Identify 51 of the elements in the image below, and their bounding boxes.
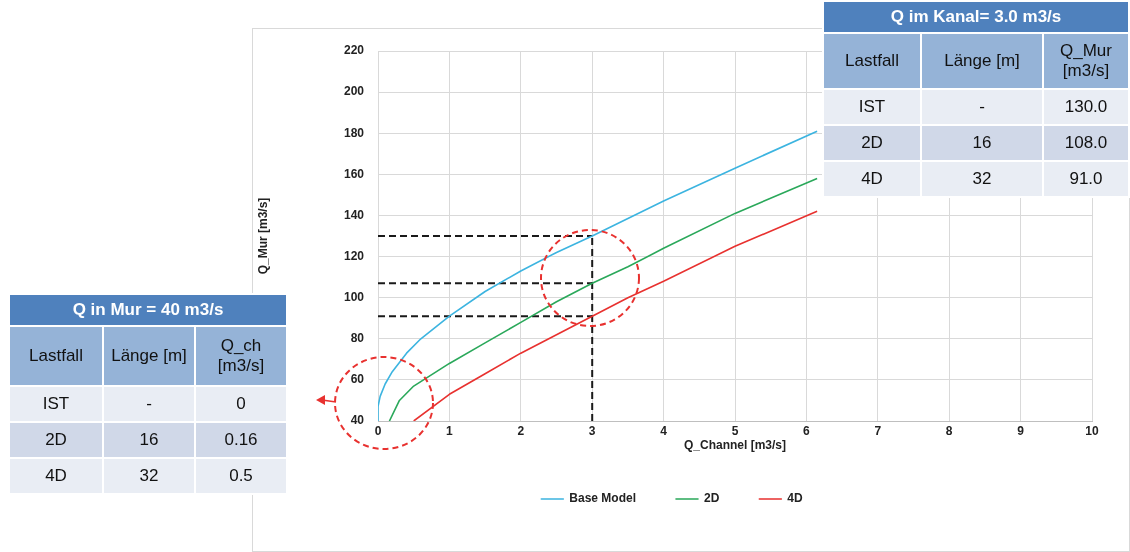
legend-label: 4D bbox=[787, 491, 804, 506]
y-tick-label: 140 bbox=[343, 207, 365, 222]
text: IST bbox=[10, 387, 102, 421]
x-tick-label: 0 bbox=[374, 423, 382, 438]
x-tick-label: 8 bbox=[945, 423, 953, 438]
text: Q in Mur = 40 m3/s bbox=[10, 295, 286, 325]
legend-label: 2D bbox=[704, 491, 720, 506]
annotation: IST bbox=[824, 90, 920, 124]
annotation: 4D bbox=[824, 162, 920, 196]
text: 2D bbox=[10, 423, 102, 457]
y-tick-label: 80 bbox=[350, 331, 365, 346]
category-label: Länge [m] bbox=[922, 34, 1042, 88]
y-tick-label: 180 bbox=[343, 125, 365, 140]
legend-label: Base Model bbox=[569, 491, 636, 506]
category-label: Lastfall bbox=[824, 34, 920, 88]
y-tick-label: 60 bbox=[350, 372, 365, 387]
text: Q im Kanal= 3.0 m3/s bbox=[824, 2, 1128, 32]
annotation: - bbox=[922, 90, 1042, 124]
text: 4D bbox=[10, 459, 102, 493]
category-label: Q_ch [m3/s] bbox=[196, 327, 286, 385]
x-tick-label: 1 bbox=[446, 423, 454, 438]
category-label: Länge [m] bbox=[104, 327, 194, 385]
annotation: 91.0 bbox=[1044, 162, 1128, 196]
x-tick-label: 7 bbox=[874, 423, 882, 438]
y-tick-label: 220 bbox=[343, 43, 365, 58]
category-label: Lastfall bbox=[10, 327, 102, 385]
y-tick-label: 200 bbox=[343, 84, 365, 99]
text: 16 bbox=[104, 423, 194, 457]
x-axis-title: Q_Channel [m3/s] bbox=[683, 438, 787, 453]
x-tick-label: 9 bbox=[1017, 423, 1025, 438]
x-tick-label: 6 bbox=[803, 423, 811, 438]
annotation: 32 bbox=[922, 162, 1042, 196]
text: 0.5 bbox=[196, 459, 286, 493]
text: 32 bbox=[104, 459, 194, 493]
x-tick-label: 2 bbox=[517, 423, 525, 438]
x-tick-label: 3 bbox=[588, 423, 596, 438]
text: - bbox=[104, 387, 194, 421]
category-label: Q_Mur [m3/s] bbox=[1044, 34, 1128, 88]
x-tick-label: 5 bbox=[731, 423, 739, 438]
y-axis-title: Q_Mur [m3/s] bbox=[255, 197, 270, 275]
y-tick-label: 120 bbox=[343, 248, 365, 263]
annotation: 2D bbox=[824, 126, 920, 160]
x-tick-label: 10 bbox=[1085, 423, 1099, 438]
y-tick-label: 160 bbox=[343, 166, 365, 181]
text: 0.16 bbox=[196, 423, 286, 457]
annotation: 16 bbox=[922, 126, 1042, 160]
annotation: 130.0 bbox=[1044, 90, 1128, 124]
y-tick-label: 40 bbox=[350, 413, 365, 428]
y-tick-label: 100 bbox=[343, 289, 365, 304]
x-tick-label: 4 bbox=[660, 423, 668, 438]
annotation: 108.0 bbox=[1044, 126, 1128, 160]
